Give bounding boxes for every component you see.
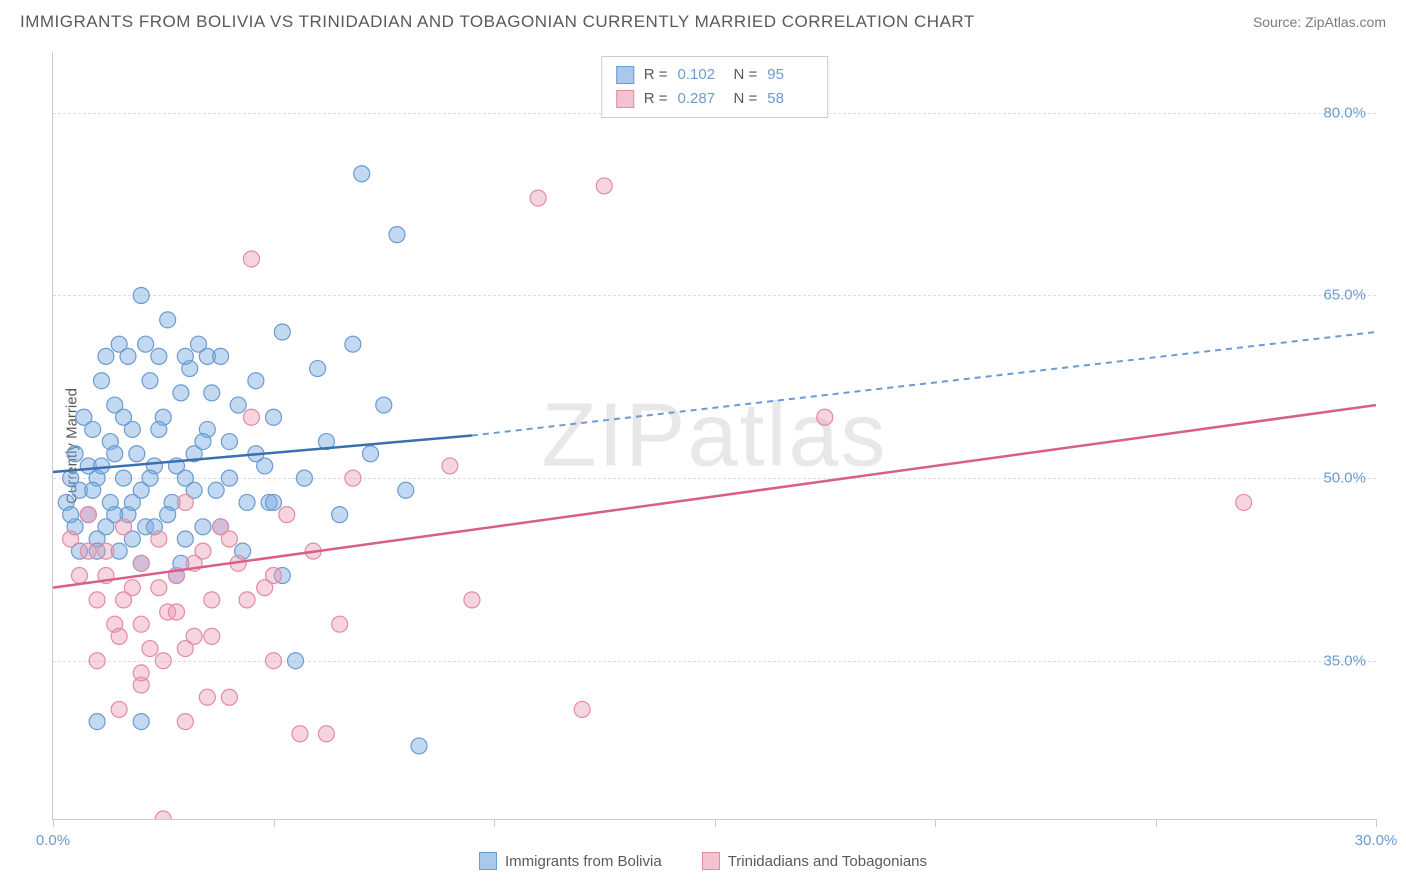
n-label: N = [734, 63, 758, 87]
x-tick [1376, 819, 1377, 827]
stat-row: R = 0.102 N = 95 [616, 63, 814, 87]
swatch-icon [616, 90, 634, 108]
x-tick [53, 819, 54, 827]
x-tick [274, 819, 275, 827]
r-label: R = [644, 87, 668, 111]
legend-label: Trinidadians and Tobagonians [728, 853, 927, 870]
n-value: 95 [767, 63, 813, 87]
legend-bottom: Immigrants from Bolivia Trinidadians and… [0, 852, 1406, 870]
legend-label: Immigrants from Bolivia [505, 853, 662, 870]
r-value: 0.102 [678, 63, 724, 87]
n-value: 58 [767, 87, 813, 111]
chart-title: IMMIGRANTS FROM BOLIVIA VS TRINIDADIAN A… [20, 12, 975, 32]
swatch-icon [702, 852, 720, 870]
r-value: 0.287 [678, 87, 724, 111]
n-label: N = [734, 87, 758, 111]
stat-row: R = 0.287 N = 58 [616, 87, 814, 111]
swatch-icon [479, 852, 497, 870]
x-tick [1156, 819, 1157, 827]
scatter-svg [53, 52, 1376, 819]
x-tick [715, 819, 716, 827]
source-label: Source: ZipAtlas.com [1253, 14, 1386, 30]
x-tick-label: 0.0% [36, 832, 70, 849]
swatch-icon [616, 66, 634, 84]
legend-item: Trinidadians and Tobagonians [702, 852, 927, 870]
x-tick-label: 30.0% [1355, 832, 1398, 849]
r-label: R = [644, 63, 668, 87]
chart-plot-area: ZIPatlas R = 0.102 N = 95 R = 0.287 N = … [52, 52, 1376, 820]
legend-item: Immigrants from Bolivia [479, 852, 662, 870]
x-tick [935, 819, 936, 827]
correlation-stats-box: R = 0.102 N = 95 R = 0.287 N = 58 [601, 56, 829, 118]
x-tick [494, 819, 495, 827]
